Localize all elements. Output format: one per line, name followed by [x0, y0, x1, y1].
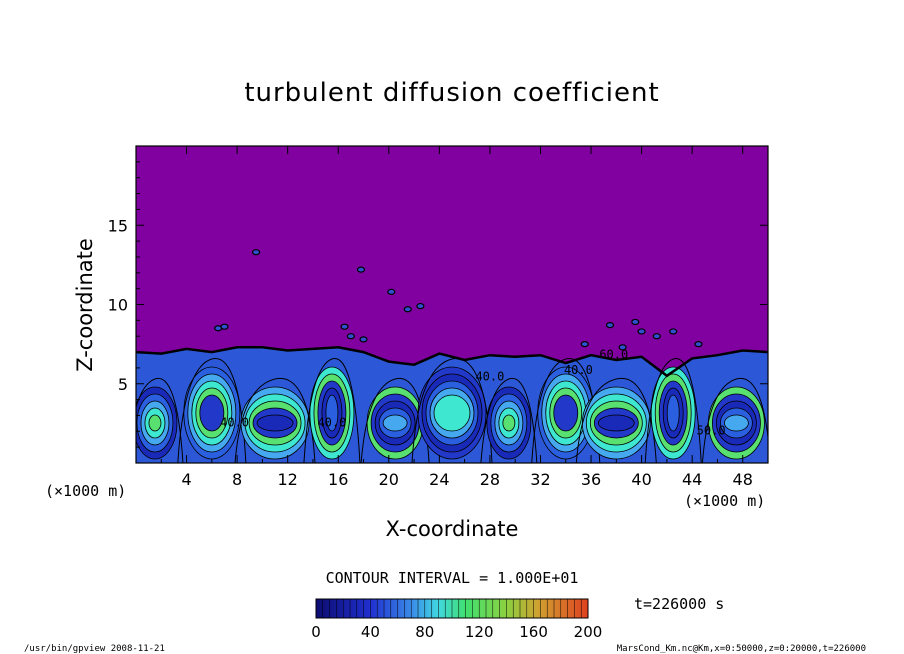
- colorbar-tick-label: 40: [361, 623, 380, 641]
- colorbar-tick-label: 200: [574, 623, 603, 641]
- x-tick-label: 28: [480, 470, 500, 489]
- colorbar-dividers: [322, 599, 582, 618]
- footer-right: MarsCond_Km.nc@Km,x=0:50000,z=0:20000,t=…: [617, 644, 866, 654]
- contour-blob: [637, 328, 646, 335]
- contour-label: 50.0: [697, 423, 726, 437]
- eddy-streak: [701, 377, 768, 463]
- eddy-contour: [502, 414, 516, 432]
- contour-blob: [669, 328, 678, 335]
- contour-blob: [346, 333, 355, 340]
- contour-label: 60.0: [599, 347, 628, 361]
- x-unit-right: (×1000 m): [684, 492, 765, 510]
- y-tick-label: 5: [118, 375, 128, 394]
- contour-interval: CONTOUR INTERVAL = 1.000E+01: [326, 569, 579, 587]
- eddy-streak: [480, 377, 538, 463]
- eddy-streak: [303, 358, 361, 463]
- contour-label: 40.0: [475, 370, 504, 384]
- eddy-streak: [177, 358, 247, 463]
- x-tick-label: 20: [379, 470, 399, 489]
- contour-blob: [694, 341, 703, 348]
- eddy-streak: [644, 358, 702, 463]
- contour-blob: [359, 336, 368, 343]
- eddy-contour: [325, 394, 339, 432]
- contour-labels: 40.0 40.0 40.0 60.0 50.0 40.0: [220, 347, 725, 437]
- y-tick-label: 15: [108, 216, 128, 235]
- x-tick-label: 8: [232, 470, 242, 489]
- x-tick-label: 12: [278, 470, 298, 489]
- time-label: t=226000 s: [634, 595, 724, 613]
- contour-blob: [580, 341, 589, 348]
- eddy-contour: [382, 414, 408, 432]
- eddy-contour: [597, 414, 635, 432]
- x-axis: 4 8 12 16 20 24 28 32 36 40 44 48: [160, 146, 753, 489]
- eddy-streak: [136, 377, 184, 463]
- eddy-contour: [199, 394, 225, 432]
- colorbar-tick-label: 80: [415, 623, 434, 641]
- x-tick-label: 36: [581, 470, 601, 489]
- y-tick-label: 10: [108, 296, 128, 315]
- colorbar-tick-label: 120: [465, 623, 494, 641]
- colorbar-tick-label: 0: [311, 623, 321, 641]
- eddy-contour: [148, 414, 162, 432]
- eddy-contour: [553, 394, 579, 432]
- y-axis: 5 10 15: [108, 161, 768, 448]
- x-tick-label: 24: [429, 470, 449, 489]
- footer-left: /usr/bin/gpview 2008-11-21: [24, 644, 165, 654]
- eddy-contour: [433, 394, 471, 432]
- chart-title: turbulent diffusion coefficient: [244, 78, 659, 108]
- x-tick-label: 4: [181, 470, 191, 489]
- contour-label: 40.0: [220, 416, 249, 430]
- contour-blob: [652, 333, 661, 340]
- eddy-contour: [666, 394, 680, 432]
- plot-area: 40.0 40.0 40.0 60.0 50.0 40.0: [136, 146, 768, 463]
- x-unit-left: (×1000 m): [45, 482, 126, 500]
- contour-blob: [416, 302, 425, 310]
- x-tick-label: 32: [530, 470, 550, 489]
- contour-blob: [618, 344, 627, 351]
- contour-blob: [340, 323, 349, 330]
- x-tick-label: 44: [682, 470, 702, 489]
- eddy-streak: [411, 358, 493, 463]
- eddy-contour: [256, 414, 294, 432]
- colorbar-tick-label: 160: [519, 623, 548, 641]
- contour-label: 40.0: [317, 416, 346, 430]
- contour-label: 40.0: [564, 363, 593, 377]
- contour-blob: [631, 318, 640, 326]
- eddy-contour: [724, 414, 749, 432]
- x-tick-label: 48: [733, 470, 753, 489]
- mixed-layer-contour: [136, 346, 768, 378]
- x-tick-label: 40: [631, 470, 651, 489]
- contour-blob: [251, 249, 261, 256]
- detached-contours: [214, 249, 703, 351]
- eddy-cells: [136, 358, 768, 463]
- contour-blob: [403, 306, 412, 313]
- x-axis-label: X-coordinate: [386, 517, 519, 541]
- contour-blob: [356, 266, 366, 273]
- y-axis-label: Z-coordinate: [73, 238, 97, 372]
- contour-blob: [605, 322, 615, 329]
- colorbar-ticks: 0 40 80 120 160 200: [311, 623, 602, 641]
- contour-blob: [220, 323, 229, 330]
- x-tick-label: 16: [328, 470, 348, 489]
- contour-blob: [387, 288, 396, 295]
